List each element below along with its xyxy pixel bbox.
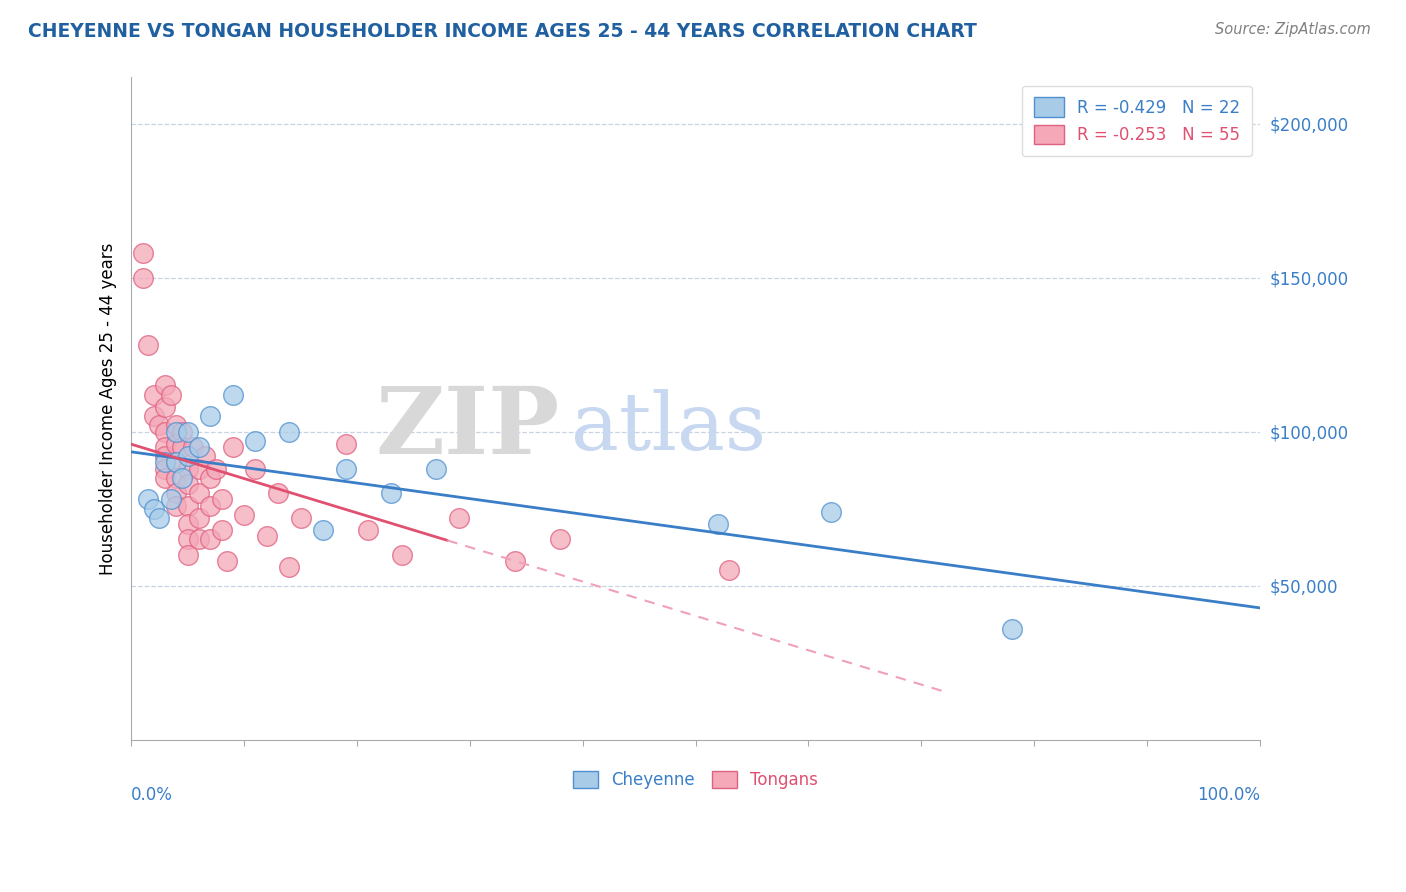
Point [222,440,245,454]
Point [142,387,165,401]
Point [165,425,187,439]
Point [222,387,245,401]
Point [335,461,357,475]
Point [245,434,267,448]
Point [188,533,211,547]
Point [148,418,170,433]
Point [183,440,205,454]
Point [217,554,239,568]
Point [267,486,290,500]
Point [211,523,233,537]
Point [425,461,447,475]
Point [447,511,470,525]
Point [148,511,170,525]
Point [176,533,198,547]
Point [159,387,181,401]
Point [165,499,187,513]
Point [170,471,193,485]
Point [165,437,187,451]
Text: atlas: atlas [571,390,766,467]
Point [278,560,301,574]
Point [256,529,278,543]
Text: CHEYENNE VS TONGAN HOUSEHOLDER INCOME AGES 25 - 44 YEARS CORRELATION CHART: CHEYENNE VS TONGAN HOUSEHOLDER INCOME AG… [28,22,977,41]
Point [153,471,176,485]
Text: 0.0%: 0.0% [131,786,173,804]
Point [153,425,176,439]
Point [200,533,222,547]
Point [503,554,526,568]
Point [820,505,842,519]
Point [194,449,217,463]
Point [176,461,198,475]
Point [176,449,198,463]
Point [200,499,222,513]
Point [131,270,153,285]
Point [165,418,187,433]
Point [170,440,193,454]
Point [176,516,198,531]
Point [200,409,222,424]
Point [159,492,181,507]
Point [136,338,159,352]
Point [707,516,730,531]
Point [165,471,187,485]
Point [153,440,176,454]
Point [153,455,176,469]
Point [188,440,211,454]
Y-axis label: Householder Income Ages 25 - 44 years: Householder Income Ages 25 - 44 years [100,243,117,574]
Point [165,455,187,469]
Point [131,246,153,260]
Point [718,563,741,577]
Point [176,477,198,491]
Point [188,461,211,475]
Point [548,533,571,547]
Point [200,471,222,485]
Text: Source: ZipAtlas.com: Source: ZipAtlas.com [1215,22,1371,37]
Point [211,492,233,507]
Point [165,455,187,469]
Point [205,461,228,475]
Point [245,461,267,475]
Point [290,511,312,525]
Point [188,486,211,500]
Point [153,461,176,475]
Point [278,425,301,439]
Point [165,486,187,500]
Point [176,499,198,513]
Point [170,425,193,439]
Point [1001,622,1024,636]
Point [142,501,165,516]
Text: ZIP: ZIP [375,384,560,474]
Legend: Cheyenne, Tongans: Cheyenne, Tongans [565,763,827,797]
Point [153,378,176,392]
Point [233,508,256,522]
Point [357,523,380,537]
Point [142,409,165,424]
Point [153,449,176,463]
Point [312,523,335,537]
Point [153,400,176,414]
Point [136,492,159,507]
Point [176,425,198,439]
Point [391,548,413,562]
Point [335,437,357,451]
Point [380,486,402,500]
Point [176,548,198,562]
Point [188,511,211,525]
Text: 100.0%: 100.0% [1197,786,1260,804]
